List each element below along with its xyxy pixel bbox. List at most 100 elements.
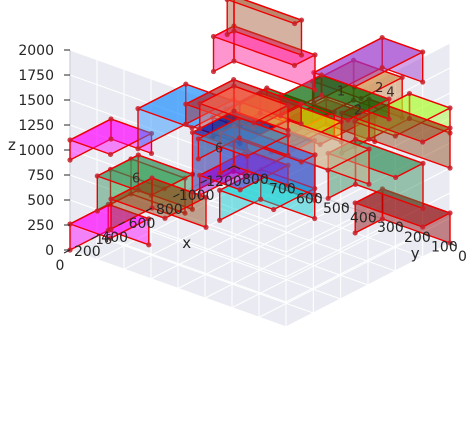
box-corner-dot bbox=[231, 77, 236, 82]
x-tick-label: 1200 bbox=[206, 174, 242, 190]
z-tick-label: 500 bbox=[27, 193, 54, 209]
box-corner-dot bbox=[108, 116, 113, 121]
box-corner-dot bbox=[67, 221, 72, 226]
box-corner-dot bbox=[420, 161, 425, 166]
y-tick-label: 0 bbox=[458, 249, 467, 265]
box-corner-dot bbox=[95, 173, 100, 178]
y-tick-label: 200 bbox=[404, 230, 431, 246]
box-corner-dot bbox=[319, 92, 324, 97]
box-corner-dot bbox=[183, 122, 188, 127]
box-corner-dot bbox=[447, 105, 452, 110]
box-corner-dot bbox=[420, 139, 425, 144]
box-corner-dot bbox=[447, 210, 452, 215]
box-corner-dot bbox=[312, 52, 317, 57]
box-corner-dot bbox=[149, 151, 154, 156]
y-tick-label: 400 bbox=[350, 211, 377, 227]
box-corner-dot bbox=[285, 103, 290, 108]
x-tick-label: 0 bbox=[56, 258, 65, 274]
box-corner-dot bbox=[135, 106, 140, 111]
box-corner-dot bbox=[353, 230, 358, 235]
box-corner-dot bbox=[380, 65, 385, 70]
box-corner-dot bbox=[231, 28, 236, 33]
box-corner-dot bbox=[231, 108, 236, 113]
box-corner-dot bbox=[95, 208, 100, 213]
y-tick-label: 100 bbox=[431, 239, 458, 255]
box-corner-dot bbox=[285, 133, 290, 138]
box-corner-dot bbox=[299, 17, 304, 22]
box-corner-dot bbox=[393, 175, 398, 180]
y-tick-label: 600 bbox=[296, 191, 323, 207]
box-corner-dot bbox=[380, 35, 385, 40]
box-corner-dot bbox=[312, 87, 317, 92]
z-tick-label: 0 bbox=[45, 243, 54, 259]
box-corner-dot bbox=[345, 117, 350, 122]
box-corner-dot bbox=[146, 242, 151, 247]
box-corner-dot bbox=[108, 136, 113, 141]
box-corner-dot bbox=[366, 182, 371, 187]
y-tick-label: 700 bbox=[269, 182, 296, 198]
box-corner-dot bbox=[299, 159, 304, 164]
box-corner-dot bbox=[285, 153, 290, 158]
x-tick-label: 400 bbox=[101, 230, 128, 246]
box-corner-dot bbox=[244, 154, 249, 159]
box-corner-dot bbox=[271, 207, 276, 212]
box-corner-dot bbox=[366, 137, 371, 142]
box-corner-dot bbox=[136, 152, 141, 157]
box-corner-dot bbox=[231, 83, 236, 88]
z-tick-label: 1750 bbox=[18, 68, 54, 84]
box-corner-dot bbox=[237, 135, 242, 140]
z-tick-label: 1000 bbox=[18, 143, 54, 159]
z-tick-label: 1250 bbox=[18, 118, 54, 134]
box-corner-dot bbox=[67, 137, 72, 142]
box-corner-dot bbox=[190, 130, 195, 135]
box-corner-dot bbox=[264, 85, 269, 90]
y-axis-label: y bbox=[411, 244, 420, 262]
box-corner-dot bbox=[135, 146, 140, 151]
box-corner-dot bbox=[420, 49, 425, 54]
y-tick-label: 800 bbox=[242, 172, 269, 188]
box-corner-dot bbox=[407, 91, 412, 96]
z-tick-label: 2000 bbox=[18, 43, 54, 59]
box-corner-dot bbox=[108, 196, 113, 201]
box-corner-dot bbox=[366, 147, 371, 152]
box-corner-dot bbox=[196, 136, 201, 141]
z-axis-label: z bbox=[8, 136, 16, 154]
box-corner-dot bbox=[197, 126, 202, 131]
box-corner-dot bbox=[183, 102, 188, 107]
y-tick-label: 500 bbox=[323, 201, 350, 217]
box-corner-dot bbox=[285, 128, 290, 133]
box-corner-dot bbox=[211, 34, 216, 39]
box-corner-dot bbox=[225, 32, 230, 37]
x-axis-label: x bbox=[182, 234, 191, 252]
z-tick-label: 1500 bbox=[18, 93, 54, 109]
box-corner-dot bbox=[189, 125, 194, 130]
box-corner-dot bbox=[299, 52, 304, 57]
box-corner-dot bbox=[258, 197, 263, 202]
y-tick-label: 300 bbox=[377, 220, 404, 236]
box-corner-dot bbox=[183, 82, 188, 87]
box-corner-dot bbox=[292, 21, 297, 26]
box-corner-dot bbox=[447, 125, 452, 130]
box-label: 6 bbox=[215, 142, 223, 157]
box-corner-dot bbox=[203, 225, 208, 230]
box-label: 4 bbox=[386, 86, 394, 101]
box-corner-dot bbox=[353, 137, 358, 142]
x-tick-label: 800 bbox=[156, 202, 183, 218]
box-label: 6 bbox=[132, 171, 140, 186]
box-corner-dot bbox=[196, 156, 201, 161]
box-label: 2 bbox=[375, 81, 383, 96]
x-tick-label: 1000 bbox=[179, 188, 215, 204]
box-corner-dot bbox=[231, 58, 236, 63]
box-corner-dot bbox=[211, 69, 216, 74]
box-corner-dot bbox=[420, 206, 425, 211]
box-corner-dot bbox=[108, 152, 113, 157]
box-corner-dot bbox=[386, 116, 391, 121]
box-corner-dot bbox=[325, 168, 330, 173]
box-corner-dot bbox=[149, 175, 154, 180]
box-corner-dot bbox=[312, 152, 317, 157]
z-tick-label: 250 bbox=[27, 218, 54, 234]
box-corner-dot bbox=[197, 173, 202, 178]
box-corner-dot bbox=[353, 182, 358, 187]
x-tick-label: 200 bbox=[74, 244, 101, 260]
x-tick-label: 600 bbox=[129, 216, 156, 232]
